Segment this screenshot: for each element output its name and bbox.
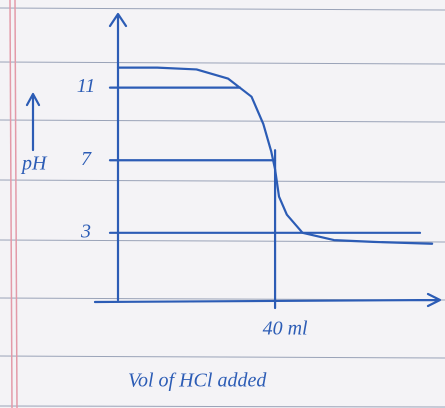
axes — [25, 12, 442, 308]
x-axis-label: Vol of HCl added — [128, 370, 267, 392]
y-axis-label: pH — [20, 153, 48, 175]
x-tick-label: 40 ml — [263, 318, 308, 340]
y-tick-label: 11 — [77, 75, 96, 97]
lined-paper — [0, 7, 445, 408]
y-tick-label: 3 — [80, 220, 91, 242]
curve — [116, 66, 434, 245]
margin-line — [14, 0, 18, 408]
margin-line — [9, 0, 13, 408]
y-tick-label: 7 — [81, 148, 92, 170]
